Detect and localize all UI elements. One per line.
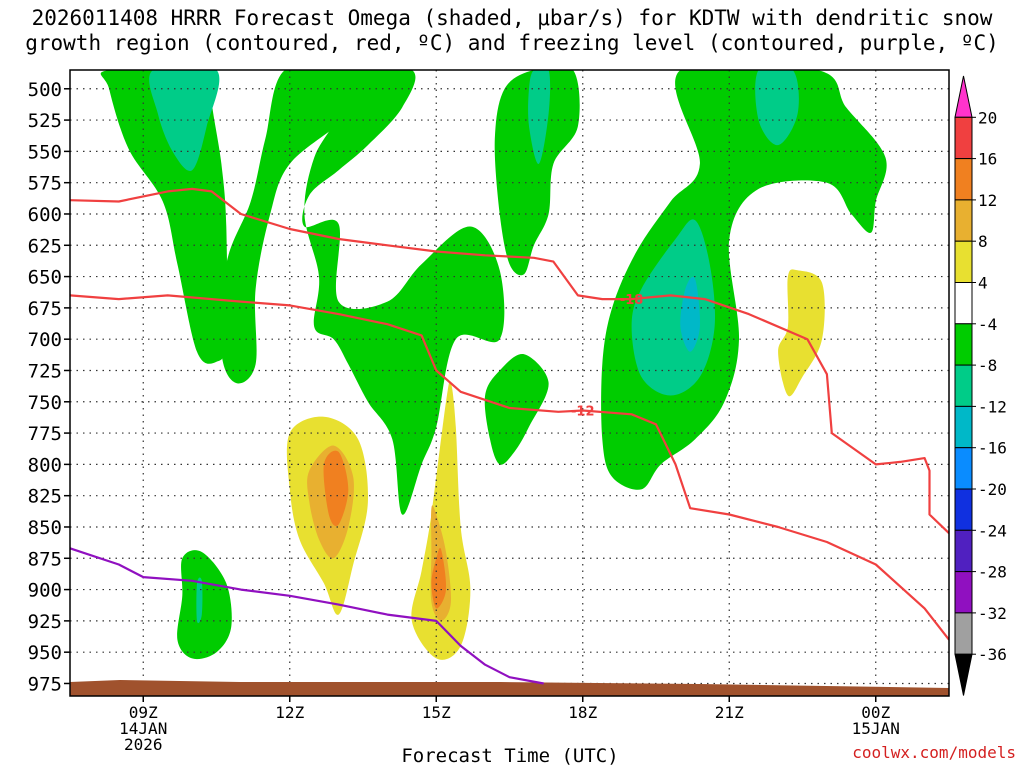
colorbar-label-12: -32 bbox=[978, 604, 1007, 623]
colorbar-label-3: 8 bbox=[978, 232, 988, 251]
y-tick-label-650: 650 bbox=[28, 267, 62, 289]
y-tick-label-700: 700 bbox=[28, 329, 62, 351]
x-tick-label-21Z: 21Z bbox=[715, 703, 744, 722]
colorbar-segment-11 bbox=[954, 529, 973, 573]
x-tick-label-00Z: 00Z bbox=[861, 703, 890, 722]
contour-0 bbox=[70, 294, 949, 641]
x-tick-label-18Z: 18Z bbox=[568, 703, 597, 722]
x-tick-date-00Z: 15JAN bbox=[852, 719, 900, 738]
omega-region-11 bbox=[196, 577, 203, 624]
y-tick-label-850: 850 bbox=[28, 517, 62, 539]
y-tick-label-950: 950 bbox=[28, 642, 62, 664]
omega-region-3 bbox=[494, 70, 580, 276]
y-tick-label-675: 675 bbox=[28, 298, 62, 320]
omega-region-19 bbox=[431, 547, 447, 609]
y-tick-label-600: 600 bbox=[28, 204, 62, 226]
colorbar-label-1: 16 bbox=[978, 150, 997, 169]
colorbar: 20 16 12 8 4 -4 -8 -12 -16 -20 -24 -28 -32 -36 bbox=[954, 75, 1007, 696]
colorbar-label-8: -16 bbox=[978, 439, 1007, 458]
x-tick-label-15Z: 15Z bbox=[422, 703, 451, 722]
contour-1 bbox=[70, 187, 949, 534]
omega-region-14 bbox=[411, 381, 471, 660]
omega-region-15 bbox=[778, 269, 825, 397]
y-tick-label-925: 925 bbox=[28, 611, 62, 633]
y-tick-label-750: 750 bbox=[28, 392, 62, 414]
omega-region-6 bbox=[177, 550, 232, 660]
colorbar-label-4: 4 bbox=[978, 274, 988, 293]
credit-link[interactable]: coolwx.com/models bbox=[852, 743, 1016, 762]
y-tick-label-725: 725 bbox=[28, 360, 62, 382]
contour-label-0: -12 bbox=[571, 405, 595, 420]
colorbar-segment-8 bbox=[954, 405, 973, 449]
y-tick-label-525: 525 bbox=[28, 110, 62, 132]
omega-shading bbox=[100, 70, 887, 660]
y-tick-label-800: 800 bbox=[28, 454, 62, 476]
gridlines bbox=[70, 70, 949, 696]
omega-region-8 bbox=[528, 70, 551, 164]
colorbar-arrow-top bbox=[954, 75, 973, 118]
chart-title: 2026011408 HRRR Forecast Omega (shaded, … bbox=[0, 6, 1024, 56]
x-tick-date-09Z: 14JAN bbox=[119, 719, 167, 738]
y-tick-label-825: 825 bbox=[28, 486, 62, 508]
terrain-ground bbox=[70, 680, 949, 696]
colorbar-segment-2 bbox=[954, 158, 973, 201]
colorbar-segment-3 bbox=[954, 199, 973, 242]
colorbar-label-9: -20 bbox=[978, 480, 1007, 499]
omega-region-2 bbox=[302, 70, 505, 515]
omega-region-10 bbox=[631, 219, 716, 396]
ground-fill bbox=[70, 680, 949, 696]
colorbar-segment-1 bbox=[954, 116, 973, 160]
omega-region-12 bbox=[680, 276, 701, 352]
colorbar-segment-4 bbox=[954, 240, 973, 283]
title-line-2: growth region (contoured, red, ºC) and f… bbox=[25, 31, 999, 55]
colorbar-label-10: -24 bbox=[978, 521, 1007, 540]
colorbar-segment-12 bbox=[954, 571, 973, 614]
y-tick-label-775: 775 bbox=[28, 423, 62, 445]
colorbar-label-5: -4 bbox=[978, 315, 997, 334]
y-tick-label-550: 550 bbox=[28, 141, 62, 163]
colorbar-label-7: -12 bbox=[978, 397, 1007, 416]
y-axis: 500 525 550 575 600 625 650 675 700 725 750 775 800 8… bbox=[28, 79, 70, 695]
omega-region-18 bbox=[323, 450, 349, 527]
colorbar-segment-13 bbox=[954, 612, 973, 655]
y-tick-label-875: 875 bbox=[28, 548, 62, 570]
x-tick-label-12Z: 12Z bbox=[275, 703, 304, 722]
colorbar-label-13: -36 bbox=[978, 645, 1007, 664]
contour-2 bbox=[70, 547, 544, 685]
omega-region-7 bbox=[149, 70, 220, 171]
colorbar-label-6: -8 bbox=[978, 356, 997, 375]
colorbar-arrow-bottom bbox=[954, 653, 973, 696]
y-tick-label-625: 625 bbox=[28, 235, 62, 257]
colorbar-segment-7 bbox=[954, 364, 973, 407]
colorbar-label-0: 20 bbox=[978, 108, 997, 127]
colorbar-label-11: -28 bbox=[978, 563, 1007, 582]
x-tick-year-09Z: 2026 bbox=[124, 735, 163, 754]
x-tick-label-09Z: 09Z bbox=[129, 703, 158, 722]
colorbar-segment-6 bbox=[954, 323, 973, 366]
x-axis-label: Forecast Time (UTC) bbox=[401, 745, 619, 767]
y-tick-label-575: 575 bbox=[28, 173, 62, 195]
y-tick-label-500: 500 bbox=[28, 79, 62, 101]
plot-frame bbox=[69, 69, 950, 697]
colorbar-label-2: 12 bbox=[978, 191, 997, 210]
colorbar-segment-9 bbox=[954, 447, 973, 490]
colorbar-segment-5 bbox=[954, 282, 973, 325]
contour-label-1: -18 bbox=[620, 293, 644, 308]
y-tick-label-975: 975 bbox=[28, 673, 62, 695]
y-tick-label-900: 900 bbox=[28, 580, 62, 602]
colorbar-segment-10 bbox=[954, 488, 973, 531]
title-line-1: 2026011408 HRRR Forecast Omega (shaded, … bbox=[31, 6, 993, 30]
temperature-contours: -12 -18 bbox=[70, 187, 949, 685]
